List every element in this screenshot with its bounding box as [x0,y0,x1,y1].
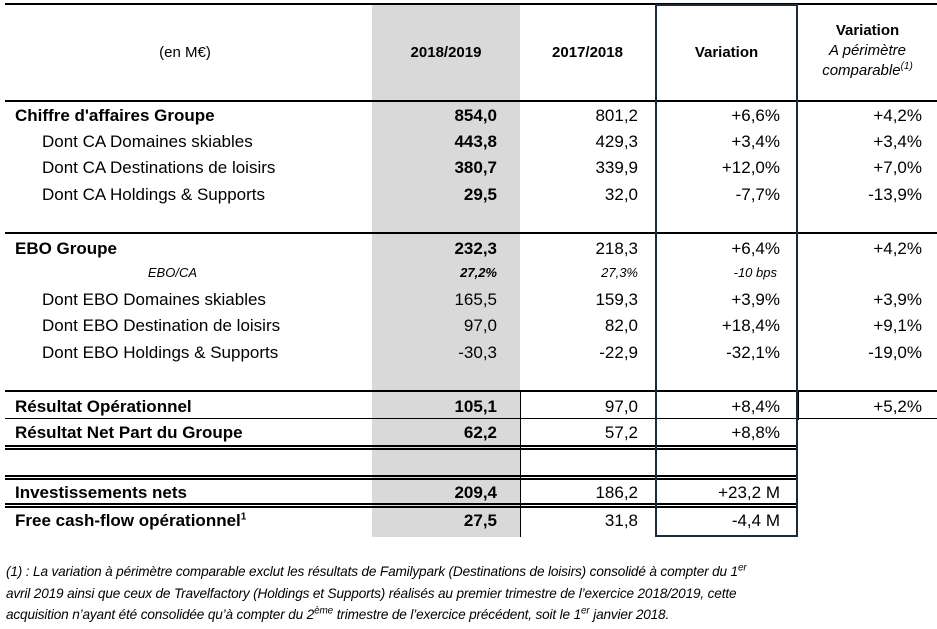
rule-header [5,100,937,102]
value-variation: +6,6% [731,106,780,125]
variation-column-box [655,4,798,537]
header-variation-comparable: Variation A périmètre comparable(1) [798,21,937,81]
value-2018-2019: 105,1 [454,397,497,416]
value-variation: +23,2 M [718,483,780,502]
row-label: Résultat Net Part du Groupe [15,423,243,442]
value-2018-2019: 443,8 [454,132,497,151]
rule-spacer [5,475,798,480]
value-2017-2018: 27,3% [601,265,638,280]
value-variation: -7,7% [735,185,780,204]
row-label: Investissements nets [15,483,187,502]
row-label: Free cash-flow opérationnel [15,511,241,530]
value-2017-2018: 218,3 [595,239,638,258]
header-2017-2018: 2017/2018 [552,44,623,61]
value-variation: +6,4% [731,239,780,258]
value-variation: -4,4 M [731,511,780,530]
row-label: Dont EBO Destination de loisirs [42,316,281,335]
value-2018-2019: 854,0 [454,106,497,125]
value-2018-2019: -30,3 [458,343,497,362]
value-variation-comparable: +9,1% [873,316,922,335]
value-2017-2018: -22,9 [599,343,638,362]
row-label: Dont CA Destinations de loisirs [42,158,276,177]
value-variation-comparable: +3,4% [873,132,922,151]
footnote-sup: er [580,605,590,617]
value-variation: +8,4% [731,397,780,416]
header-variation-title: Variation [835,22,900,39]
value-variation: +8,8% [731,423,780,442]
value-variation-comparable: +3,9% [873,290,922,309]
footnote-line-3b: trimestre de l’exercice précédent, soit … [333,607,581,622]
value-variation-comparable: +4,2% [873,106,922,125]
row-label: EBO Groupe [15,239,118,258]
row-label: EBO/CA [147,265,197,280]
row-label: Dont EBO Holdings & Supports [42,343,279,362]
value-2018-2019: 27,2% [460,265,497,280]
row-label: Résultat Opérationnel [15,397,192,416]
value-2018-2019: 62,2 [463,423,497,442]
value-variation-comparable: +4,2% [873,239,922,258]
rule-inv [5,503,798,508]
row-label: Chiffre d'affaires Groupe [15,106,215,125]
footnote-line-1: (1) : La variation à périmètre comparabl… [6,564,738,579]
current-year-column-shading [372,4,520,537]
value-variation: +18,4% [721,316,780,335]
footnote-line-3a: acquisition n’ayant été consolidée qu’à … [6,607,315,622]
footnote-line-3c: janvier 2018. [589,607,670,622]
value-2018-2019: 27,5 [463,511,497,530]
row-label: Dont CA Domaines skiables [42,132,253,151]
value-variation-comparable: +7,0% [873,158,922,177]
value-2017-2018: 31,8 [604,511,638,530]
value-2017-2018: 32,0 [604,185,638,204]
value-2017-2018: 186,2 [595,483,638,502]
value-2017-2018: 97,0 [604,397,638,416]
value-2018-2019: 29,5 [463,185,497,204]
value-2018-2019: 97,0 [463,316,497,335]
header-variation: Variation [694,44,759,61]
value-2017-2018: 82,0 [604,316,638,335]
value-variation: -32,1% [726,343,780,362]
value-variation: -10 bps [733,265,777,280]
value-variation: +3,4% [731,132,780,151]
value-2017-2018: 159,3 [595,290,638,309]
value-variation-comparable: -19,0% [868,343,922,362]
row-label: Dont EBO Domaines skiables [42,290,266,309]
header-variation-sub1: A périmètre [829,42,906,59]
value-variation: +12,0% [721,158,780,177]
rule-ca [5,232,937,234]
value-variation-comparable: +5,2% [873,397,922,416]
value-variation-comparable: -13,9% [868,185,922,204]
value-2017-2018: 429,3 [595,132,638,151]
header-variation-sub2: comparable [822,62,901,79]
rule-ebo [5,390,937,392]
header-2018-2019: 2018/2019 [410,44,482,61]
value-2018-2019: 380,7 [454,158,497,177]
vline-col2 [520,392,521,537]
footnote-sup: er [737,562,747,574]
value-2018-2019: 209,4 [454,483,497,502]
value-variation: +3,9% [731,290,780,309]
footnote-ref: 1 [240,511,247,523]
row-label: Dont CA Holdings & Supports [42,185,266,204]
value-2018-2019: 232,3 [454,239,497,258]
rule-top [5,3,937,5]
unit-label: (en M€) [159,44,211,61]
value-2017-2018: 57,2 [604,423,638,442]
footnote-line-2: avril 2019 ainsi que ceux de Travelfacto… [6,586,737,601]
rule-ro [5,418,937,419]
value-2017-2018: 801,2 [595,106,638,125]
value-2017-2018: 339,9 [595,158,638,177]
footnote-sup: ème [314,605,334,617]
rule-rn [5,445,798,450]
value-2018-2019: 165,5 [454,290,497,309]
vline-col4 [798,392,799,420]
header-footnote-ref: (1) [900,61,913,72]
